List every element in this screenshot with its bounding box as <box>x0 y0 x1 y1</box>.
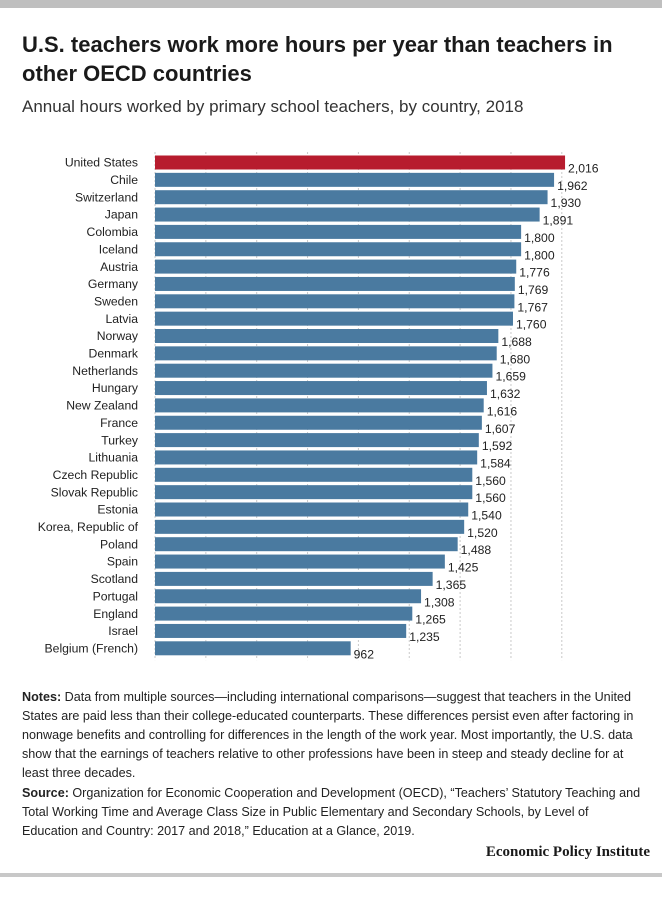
bar <box>155 311 513 326</box>
category-label: Poland <box>100 537 138 551</box>
chart-subtitle: Annual hours worked by primary school te… <box>22 97 524 116</box>
category-label: Portugal <box>93 589 138 603</box>
category-label: Sweden <box>94 294 138 308</box>
data-label: 1,800 <box>524 248 555 262</box>
bar <box>155 623 407 638</box>
bar <box>155 224 522 239</box>
category-label: France <box>100 416 138 430</box>
notes-label: Notes: <box>22 690 62 704</box>
data-label: 1,540 <box>471 509 502 523</box>
bottom-rule <box>0 873 662 877</box>
category-label: Netherlands <box>72 364 138 378</box>
source-text: Organization for Economic Cooperation an… <box>22 786 641 838</box>
category-label: Denmark <box>89 347 139 361</box>
notes-text: Data from multiple sources—including int… <box>22 690 634 780</box>
data-label: 1,800 <box>524 231 555 245</box>
category-label: Korea, Republic of <box>38 520 139 534</box>
category-label: Chile <box>110 173 138 187</box>
category-label: Switzerland <box>75 190 138 204</box>
notes: Notes: Data from multiple sources—includ… <box>22 688 647 783</box>
bar <box>155 467 473 482</box>
category-label: Lithuania <box>89 451 139 465</box>
bar <box>155 242 522 257</box>
bar <box>155 398 484 413</box>
bar <box>155 363 493 378</box>
chart-title: U.S. teachers work more hours per year t… <box>22 32 613 86</box>
bar <box>155 641 351 656</box>
bar <box>155 190 548 205</box>
data-label: 1,308 <box>424 595 455 609</box>
data-label: 1,680 <box>500 352 531 366</box>
category-label: Austria <box>100 260 138 274</box>
bar <box>155 172 555 187</box>
category-label: Germany <box>88 277 139 291</box>
bar-chart: United States 2,016 Chile 1,962 Switzerland 1… <box>38 152 599 661</box>
bar <box>155 606 413 621</box>
data-label: 1,760 <box>516 318 547 332</box>
data-label: 1,891 <box>543 214 574 228</box>
data-label: 1,767 <box>517 300 548 314</box>
data-label: 1,265 <box>415 613 446 627</box>
data-label: 1,776 <box>519 266 550 280</box>
data-label: 1,592 <box>482 439 513 453</box>
bar <box>155 207 540 222</box>
category-label: Slovak Republic <box>51 485 138 499</box>
category-label: Colombia <box>87 225 139 239</box>
bar <box>155 571 433 586</box>
bar <box>155 155 566 170</box>
bar <box>155 537 458 552</box>
data-label: 1,560 <box>475 474 506 488</box>
bar <box>155 433 479 448</box>
bar <box>155 276 515 291</box>
source-note: Source: Organization for Economic Cooper… <box>22 784 647 841</box>
category-label: Hungary <box>92 381 139 395</box>
data-label: 1,659 <box>495 370 526 384</box>
category-label: Spain <box>107 555 138 569</box>
data-label: 1,235 <box>409 630 440 644</box>
bar <box>155 502 469 517</box>
data-label: 1,962 <box>557 179 588 193</box>
bar <box>155 450 478 465</box>
data-label: 1,930 <box>551 196 582 210</box>
data-label: 1,632 <box>490 387 521 401</box>
category-label: Estonia <box>97 503 138 517</box>
data-label: 1,584 <box>480 456 511 470</box>
bar <box>155 519 465 534</box>
category-label: Czech Republic <box>53 468 138 482</box>
bar <box>155 381 487 396</box>
data-label: 2,016 <box>568 162 599 176</box>
category-label: Norway <box>97 329 139 343</box>
bar <box>155 346 497 361</box>
category-label: England <box>93 607 138 621</box>
category-label: New Zealand <box>66 399 138 413</box>
brand-logo-text: Economic Policy Institute <box>485 844 650 860</box>
data-label: 1,688 <box>501 335 532 349</box>
category-label: United States <box>65 156 138 170</box>
category-label: Japan <box>105 208 138 222</box>
data-label: 1,560 <box>475 491 506 505</box>
data-label: 962 <box>354 647 375 661</box>
data-label: 1,488 <box>461 543 492 557</box>
data-label: 1,769 <box>518 283 549 297</box>
category-label: Latvia <box>105 312 138 326</box>
category-label: Belgium (French) <box>45 641 138 655</box>
data-label: 1,365 <box>436 578 467 592</box>
source-label: Source: <box>22 786 69 800</box>
data-label: 1,520 <box>467 526 498 540</box>
category-label: Iceland <box>99 242 138 256</box>
data-label: 1,425 <box>448 561 479 575</box>
bar <box>155 554 445 569</box>
data-label: 1,607 <box>485 422 516 436</box>
bar <box>155 259 517 274</box>
bar <box>155 294 515 309</box>
category-label: Turkey <box>101 433 139 447</box>
bar <box>155 415 482 430</box>
data-label: 1,616 <box>487 404 518 418</box>
category-label: Israel <box>108 624 138 638</box>
bar <box>155 589 422 604</box>
top-rule <box>0 0 662 8</box>
bar <box>155 485 473 500</box>
category-label: Scotland <box>91 572 138 586</box>
bar <box>155 329 499 343</box>
